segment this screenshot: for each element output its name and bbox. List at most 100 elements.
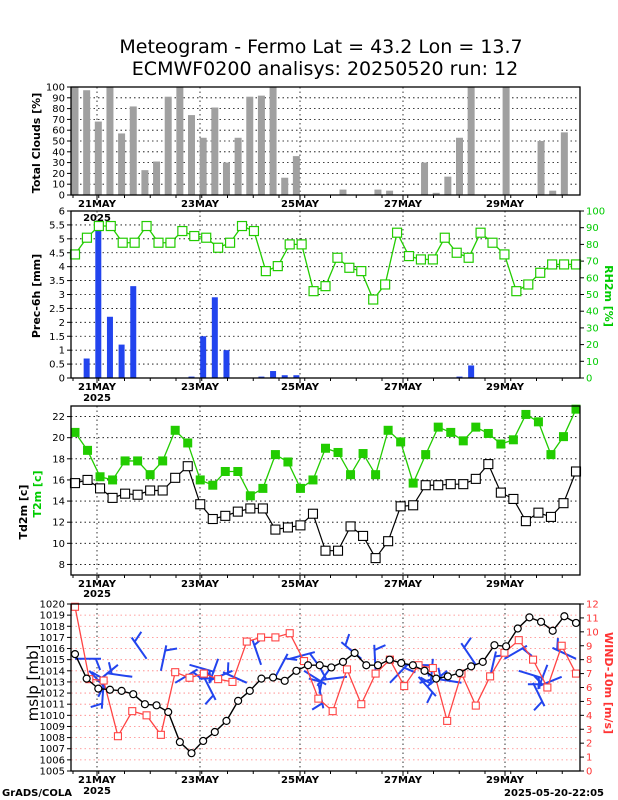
y2-tick-label: 9: [586, 641, 592, 652]
t2m-point: [308, 475, 318, 485]
wind-point: [557, 641, 566, 650]
y-tick-label: 60: [52, 126, 65, 137]
y2-tick-label: 100: [586, 207, 605, 218]
t2m-point: [133, 456, 143, 466]
rh-point: [368, 294, 379, 305]
t2m-point: [546, 450, 556, 460]
x-tick-label: 27MAY: [384, 199, 423, 210]
t2m-point: [558, 432, 568, 442]
y-tick-label: 3: [59, 290, 65, 301]
mslp-point: [501, 642, 511, 651]
x-tick-label: 23MAY: [181, 775, 220, 786]
rh-point: [213, 242, 224, 253]
mslp-point: [420, 666, 429, 675]
y2-tick-label: 12: [586, 600, 599, 611]
mslp-point: [94, 684, 103, 693]
wind-point: [214, 675, 223, 684]
rh-point: [117, 237, 128, 248]
cloud-bar: [71, 87, 79, 195]
x-tick-label: 21MAY: [78, 579, 117, 590]
mslp-point: [199, 736, 208, 746]
x-tick-label: 27MAY: [384, 775, 423, 786]
wind-point: [156, 730, 165, 739]
y2-tick-label: 8: [586, 655, 592, 666]
mslp-point: [338, 657, 348, 666]
rh-point: [547, 259, 558, 270]
td2m-point: [132, 489, 143, 500]
y-tick-label: 2: [59, 318, 65, 329]
rh-point: [451, 247, 462, 258]
y-label-precip: Prec-6h [mm]: [30, 254, 43, 338]
mslp-point: [315, 661, 324, 670]
y-label-td2m: Td2m [c]: [17, 485, 30, 540]
y-tick-label: 1007: [40, 744, 65, 755]
panel-frame: [70, 210, 581, 379]
x-tick-label: 23MAY: [181, 199, 220, 210]
td2m-point: [558, 498, 569, 509]
wind-point: [471, 701, 480, 710]
y-tick-label: 10: [52, 180, 65, 191]
cloud-bar: [129, 106, 137, 195]
t2m-point: [533, 417, 543, 427]
td2m-point: [157, 485, 168, 496]
td2m-point: [433, 480, 444, 491]
y-tick-label: 14: [52, 497, 65, 508]
cloud-bar: [549, 190, 557, 195]
mslp-point: [152, 701, 161, 710]
t2m-point: [483, 428, 493, 438]
x-year-label: 2025: [83, 589, 111, 600]
td2m-point: [195, 499, 206, 510]
wind-barb-flag: [226, 662, 230, 675]
cloud-bar: [502, 87, 510, 195]
rh-point: [153, 237, 164, 248]
y-tick-label: 8: [59, 560, 65, 571]
x-tick-label: 27MAY: [384, 382, 423, 393]
t2m-point: [158, 456, 168, 466]
wind-point: [514, 636, 523, 645]
rh-point: [332, 252, 343, 263]
td2m-point: [508, 493, 519, 505]
panel-frame: [70, 405, 581, 576]
y-label-clouds: Total Clouds [%]: [30, 93, 43, 193]
td2m-point: [570, 466, 582, 477]
t2m-point: [433, 422, 443, 432]
x-tick-label: 29MAY: [486, 199, 525, 210]
mslp-point: [292, 666, 301, 675]
td2m-point: [520, 516, 531, 527]
wind-barb-flag: [344, 633, 351, 646]
mslp-point: [455, 668, 464, 678]
td2m-point: [420, 480, 431, 491]
wind-barb-flag: [319, 668, 328, 680]
mslp-point: [560, 612, 569, 621]
t2m-point: [70, 427, 80, 437]
rh-point: [475, 227, 486, 238]
y-tick-label: 4: [59, 262, 65, 273]
wind-point: [486, 672, 495, 681]
y-label-t2m: T2m [c]: [31, 470, 44, 517]
td2m-point: [107, 492, 118, 503]
x-tick-label: 23MAY: [181, 382, 220, 393]
t2m-point: [83, 445, 93, 455]
cloud-bar: [141, 170, 149, 195]
rh-point: [105, 220, 116, 232]
cloud-bar: [444, 176, 452, 195]
y-tick-label: 1014: [40, 666, 65, 677]
chart-title-line2: ECMWF0200 analisys: 20250520 run: 12: [132, 58, 518, 80]
mslp-point: [164, 707, 173, 717]
mslp-point: [210, 727, 219, 737]
mslp-point: [467, 662, 476, 671]
t2m-point: [371, 470, 381, 480]
y2-tick-label: 40: [586, 307, 599, 318]
td2m-point: [220, 510, 231, 521]
wind-point: [428, 663, 437, 673]
y-tick-label: 18: [52, 454, 65, 465]
y-tick-label: 1010: [40, 711, 65, 722]
y-label-wind: WIND-10m [m/s]: [602, 632, 615, 734]
y-tick-label: 6: [59, 207, 65, 218]
mslp-point: [245, 686, 254, 695]
precip-bar: [468, 365, 475, 378]
y-tick-label: 4.5: [49, 248, 65, 259]
t2m-point: [120, 456, 130, 466]
y2-tick-label: 7: [586, 669, 592, 680]
